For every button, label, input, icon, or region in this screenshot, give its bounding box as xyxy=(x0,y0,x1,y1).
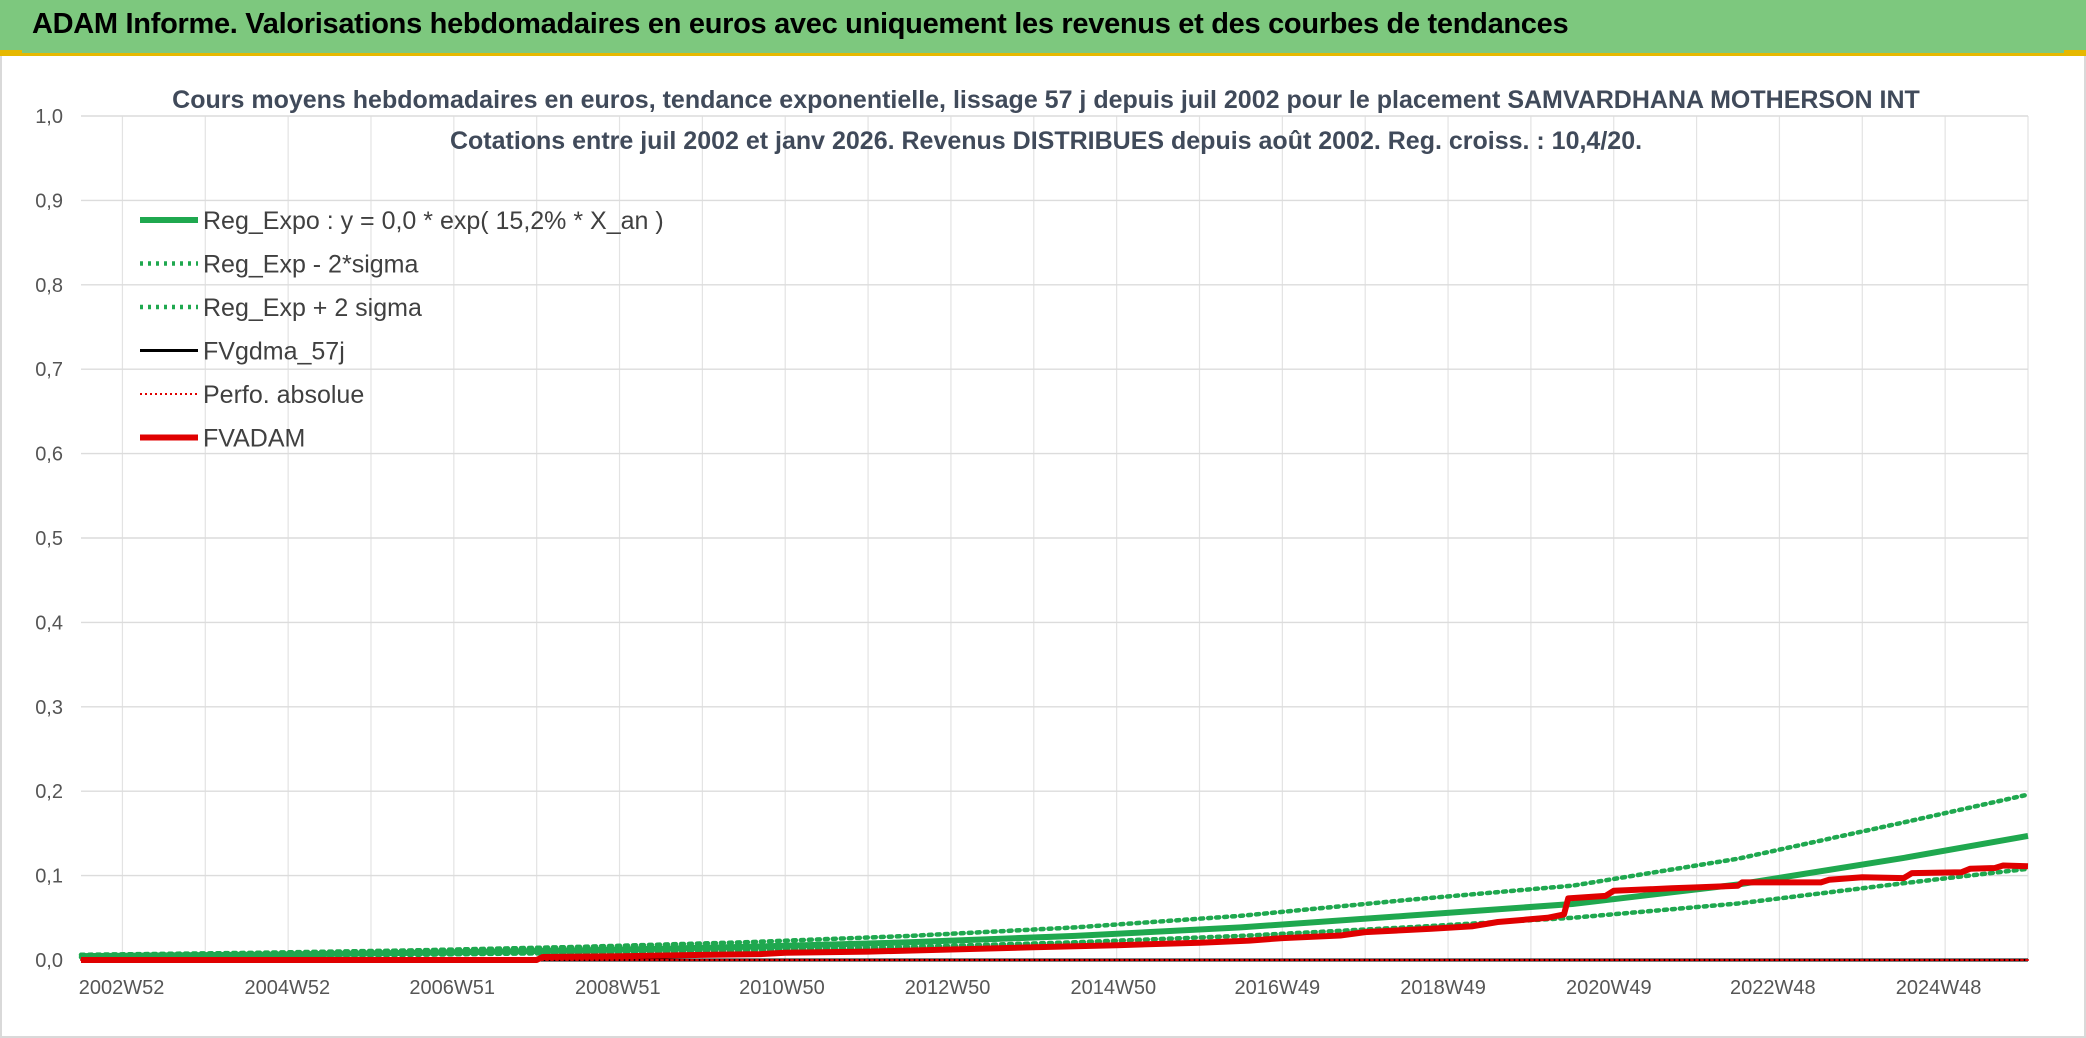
series-lines xyxy=(78,792,2031,963)
x-tick-label: 2008W51 xyxy=(575,977,661,999)
legend-label: Reg_Exp - 2*sigma xyxy=(203,251,418,279)
report-title: ADAM Informe. Valorisations hebdomadaire… xyxy=(32,8,1569,40)
y-tick-label: 0,4 xyxy=(35,612,63,634)
x-axis-ticks: 2002W52 2004W52 2006W51 2008W51 2010W50 2012W… xyxy=(79,977,1982,999)
x-tick-label: 2014W50 xyxy=(1071,977,1157,999)
legend-label: FVADAM xyxy=(203,425,305,453)
chart-title: Cours moyens hebdomadaires en euros, ten… xyxy=(172,86,1920,114)
series-line-5 xyxy=(81,862,2029,963)
x-tick-label: 2002W52 xyxy=(79,977,165,999)
y-tick-label: 0,6 xyxy=(35,444,63,466)
x-tick-label: 2018W49 xyxy=(1400,977,1486,999)
chart-container: 0,0 0,1 0,2 0,3 0,4 0,5 0,6 0,7 0,8 0,9 1,0 2002W5… xyxy=(0,56,2086,1038)
y-tick-label: 0,7 xyxy=(35,359,63,381)
x-tick-label: 2022W48 xyxy=(1730,977,1816,999)
legend-label: FVgdma_57j xyxy=(203,338,345,366)
x-tick-label: 2020W49 xyxy=(1566,977,1652,999)
legend: Reg_Expo : y = 0,0 * exp( 15,2% * X_an )… xyxy=(140,207,664,453)
chart-subtitle: Cotations entre juil 2002 et janv 2026. … xyxy=(450,127,1642,155)
y-tick-label: 0,5 xyxy=(35,528,63,550)
y-tick-label: 0,3 xyxy=(35,697,63,719)
y-axis-ticks: 0,0 0,1 0,2 0,3 0,4 0,5 0,6 0,7 0,8 0,9 1,0 xyxy=(35,106,63,972)
x-tick-label: 2006W51 xyxy=(409,977,495,999)
y-tick-label: 0,9 xyxy=(35,190,63,212)
y-tick-label: 0,1 xyxy=(35,866,63,888)
legend-label: Reg_Exp + 2 sigma xyxy=(203,294,422,322)
y-tick-label: 0,2 xyxy=(35,781,63,803)
corner-mark-right xyxy=(2064,50,2086,56)
y-tick-label: 1,0 xyxy=(35,106,63,128)
y-tick-label: 0,0 xyxy=(35,950,63,972)
y-tick-label: 0,8 xyxy=(35,275,63,297)
series-line-2 xyxy=(78,792,2031,958)
corner-mark-left xyxy=(0,50,22,56)
x-tick-label: 2010W50 xyxy=(739,977,825,999)
series-line-0 xyxy=(80,832,2029,960)
title-banner: ADAM Informe. Valorisations hebdomadaire… xyxy=(0,0,2086,56)
x-tick-label: 2012W50 xyxy=(905,977,991,999)
x-tick-label: 2024W48 xyxy=(1896,977,1982,999)
legend-label: Perfo. absolue xyxy=(203,381,364,409)
x-tick-label: 2004W52 xyxy=(244,977,330,999)
legend-label: Reg_Expo : y = 0,0 * exp( 15,2% * X_an ) xyxy=(203,207,664,235)
x-tick-label: 2016W49 xyxy=(1235,977,1321,999)
chart-svg: 0,0 0,1 0,2 0,3 0,4 0,5 0,6 0,7 0,8 0,9 1,0 2002W5… xyxy=(35,86,2031,999)
gridlines xyxy=(81,115,2029,961)
